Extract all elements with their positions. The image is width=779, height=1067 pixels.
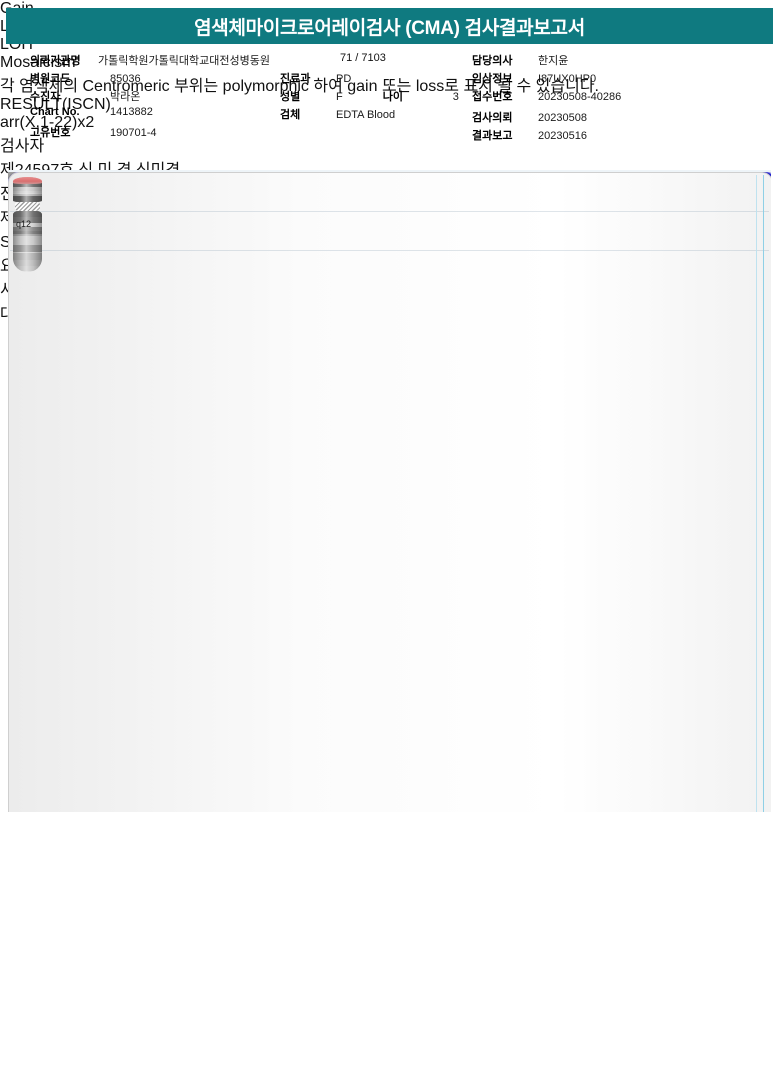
info-row-hospital-code: 병원코드 85036 — [30, 70, 270, 88]
centromere — [15, 202, 40, 211]
grid-tick — [10, 250, 769, 251]
info-row-institution: 의뢰기관명 가톨릭학원가톨릭대학교대전성병동원 — [30, 52, 270, 70]
result-section: RESULT(ISCN) arr(X,1-22)x2 — [0, 96, 779, 132]
info-row-specimen: 검체 EDTA Blood — [280, 106, 460, 124]
iscn-result-text: arr(X,1-22)x2 — [0, 114, 95, 131]
info-label-report-date: 결과보고 — [472, 130, 513, 142]
result-section-title: RESULT(ISCN) — [0, 96, 111, 113]
info-label-age: 나이 — [382, 91, 403, 103]
info-label-accession-no: 접수번호 — [472, 91, 513, 103]
info-row-order-date: 검사의뢰 20230508 — [472, 109, 772, 127]
info-label-department: 진료과 — [280, 73, 311, 85]
tester-vertical-label: 검사자 — [0, 138, 45, 155]
chromosome-band — [13, 235, 42, 245]
grid-tick — [10, 211, 769, 212]
info-label-chart-no: Chart No. — [30, 106, 80, 118]
info-value-institution: 가톨릭학원가톨릭대학교대전성병동원 — [97, 55, 270, 67]
info-value-age: 3 — [452, 91, 459, 103]
info-value-department: PD — [336, 73, 352, 85]
chromosome-band — [13, 252, 42, 260]
karyotype-ideogram-panel[interactable]: q1212345678q129101112 131415161718192021… — [8, 170, 771, 812]
measurement-track-secondary — [756, 175, 757, 812]
info-label-order-date: 검사의뢰 — [472, 112, 513, 124]
info-row-clinical-info: 임상정보 I87UX0HP0 — [472, 70, 772, 88]
report-title-banner: 염색체마이크로어레이검사 (CMA) 검사결과보고서 — [6, 8, 773, 44]
info-column-middle: 진료과 PD 성별 F 나이 3 검체 EDTA Blood — [280, 52, 460, 124]
info-label-hospital-code: 병원코드 — [30, 73, 71, 85]
band-label-q12: q12 — [16, 219, 32, 229]
chromosome-row-2: 13141516171819202122Xq12Y — [8, 172, 771, 812]
info-value-specimen: EDTA Blood — [336, 109, 396, 121]
info-label-specimen: 검체 — [280, 109, 301, 121]
info-label-doctor: 담당의사 — [472, 55, 513, 67]
info-row-accession-no: 접수번호 20230508-40286 — [472, 88, 772, 106]
info-value-report-date: 20230516 — [538, 130, 587, 142]
patient-info-block: 의뢰기관명 가톨릭학원가톨릭대학교대전성병동원 병원코드 85036 수진자 박… — [0, 52, 779, 152]
info-label-sex: 성별 — [280, 91, 301, 103]
centromere-polymorphism-note: 각 염색체의 Centromeric 부위는 polymorphic 하여 ga… — [0, 78, 600, 95]
result-section-body: arr(X,1-22)x2 — [0, 114, 779, 132]
info-row-chart-no: Chart No. 1413882 — [30, 106, 270, 124]
chromosome-band — [13, 244, 42, 253]
info-label-unique-no: 고유번호 — [30, 127, 71, 139]
info-value-patient-name: 박라온 — [110, 91, 141, 103]
info-row-unique-no: 고유번호 190701-4 — [30, 124, 270, 142]
info-label-clinical-info: 임상정보 — [472, 73, 513, 85]
info-column-left: 의뢰기관명 가톨릭학원가톨릭대학교대전성병동원 병원코드 85036 수진자 박… — [30, 52, 270, 142]
info-value-order-date: 20230508 — [538, 112, 587, 124]
chromosome-band — [13, 265, 42, 272]
info-row-report-date: 결과보고 20230516 — [472, 127, 772, 145]
y-chromosome-gain-cap — [13, 177, 42, 184]
info-value-chart-no: 1413882 — [110, 106, 153, 118]
info-row-sex-age: 성별 F 나이 3 — [280, 88, 460, 106]
legend-item-mosaicism: Mosaicism — [0, 54, 779, 72]
info-column-right: 담당의사 한지윤 임상정보 I87UX0HP0 접수번호 20230508-40… — [472, 52, 772, 145]
info-value-sex: F — [336, 91, 343, 103]
info-row-doctor: 담당의사 한지윤 — [472, 52, 772, 70]
institution-code-extra: 71 / 7103 — [340, 52, 386, 64]
info-value-hospital-code: 85036 — [110, 73, 141, 85]
info-row-department: 진료과 PD — [280, 70, 460, 88]
legend-label-mosaicism: Mosaicism — [0, 54, 76, 71]
info-value-accession-no: 20230508-40286 — [538, 91, 622, 103]
chromosome-frame — [8, 172, 771, 812]
info-value-doctor: 한지윤 — [538, 55, 569, 67]
measurement-track — [762, 175, 764, 812]
info-label-institution: 의뢰기관명 — [30, 55, 81, 67]
info-value-clinical-info: I87UX0HP0 — [538, 73, 597, 85]
info-row-patient-name: 수진자 박라온 — [30, 88, 270, 106]
page-title: 염색체마이크로어레이검사 (CMA) 검사결과보고서 — [194, 17, 585, 39]
result-section-header: RESULT(ISCN) — [0, 96, 779, 114]
info-label-patient-name: 수진자 — [30, 91, 61, 103]
info-value-unique-no: 190701-4 — [110, 127, 157, 139]
